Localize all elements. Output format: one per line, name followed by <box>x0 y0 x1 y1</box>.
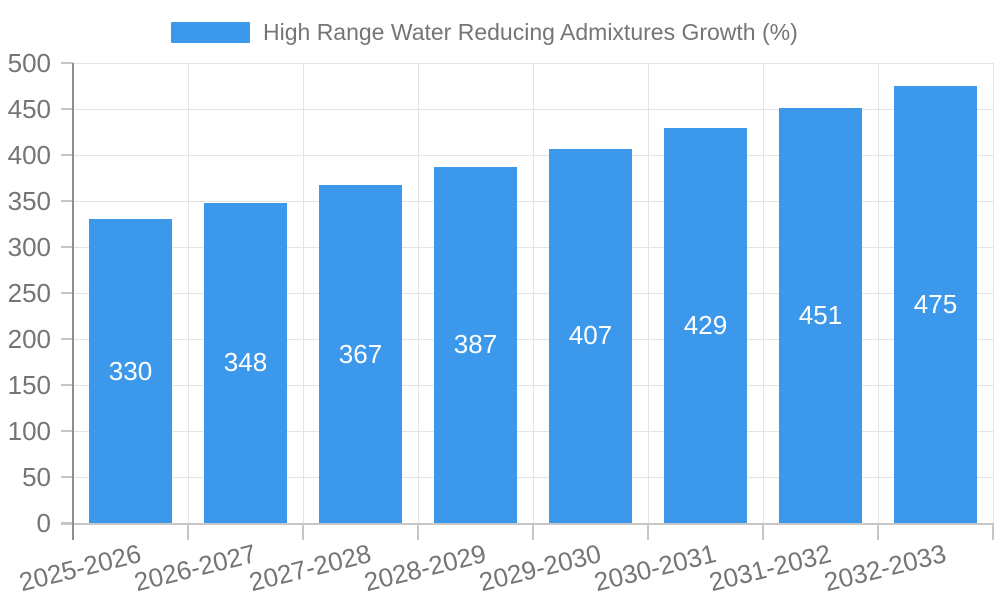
gridline-vertical <box>762 63 764 523</box>
x-axis-tick <box>187 523 189 540</box>
bar-value-label: 387 <box>453 329 498 360</box>
x-axis-tick <box>417 523 419 540</box>
y-axis-tick <box>61 292 73 294</box>
bar: 348 <box>204 202 287 523</box>
bar-value-label: 367 <box>338 338 383 369</box>
gridline-vertical <box>417 63 419 523</box>
y-tick-label: 250 <box>7 278 51 308</box>
x-axis-tick <box>762 523 764 540</box>
legend[interactable]: High Range Water Reducing Admixtures Gro… <box>171 17 798 48</box>
y-axis-tick <box>61 384 73 386</box>
gridline-vertical <box>532 63 534 523</box>
bar-value-label: 407 <box>568 320 613 351</box>
gridline-vertical <box>992 63 994 523</box>
y-axis-tick <box>61 338 73 340</box>
y-tick-label: 450 <box>7 94 51 124</box>
legend-swatch <box>171 22 250 43</box>
bar-value-label: 451 <box>798 300 843 331</box>
y-tick-label: 150 <box>7 370 51 400</box>
y-tick-label: 350 <box>7 186 51 216</box>
bar: 367 <box>319 185 402 523</box>
bar: 407 <box>549 148 632 523</box>
y-tick-label: 50 <box>22 462 51 492</box>
legend-label: High Range Water Reducing Admixtures Gro… <box>263 19 798 45</box>
y-tick-label: 0 <box>36 508 51 538</box>
gridline-vertical <box>877 63 879 523</box>
y-axis-tick <box>61 108 73 110</box>
y-tick-label: 500 <box>7 48 51 78</box>
y-axis-tick <box>61 200 73 202</box>
gridline-vertical <box>647 63 649 523</box>
y-axis-tick <box>61 522 73 524</box>
y-axis-tick <box>61 246 73 248</box>
y-axis-tick <box>61 62 73 64</box>
x-axis-tick <box>647 523 649 540</box>
gridline-vertical <box>187 63 189 523</box>
gridline-vertical <box>302 63 304 523</box>
x-axis-line <box>61 523 993 525</box>
bar: 387 <box>434 166 517 523</box>
y-tick-label: 300 <box>7 232 51 262</box>
y-tick-label: 400 <box>7 140 51 170</box>
x-axis-tick <box>532 523 534 540</box>
x-axis-tick <box>992 523 994 540</box>
bar-value-label: 475 <box>913 289 958 319</box>
y-tick-label: 100 <box>7 416 51 446</box>
y-tick-label: 200 <box>7 324 51 354</box>
x-axis-tick <box>877 523 879 540</box>
bar-value-label: 429 <box>683 310 728 341</box>
bar-value-label: 330 <box>108 355 153 386</box>
bar-value-label: 348 <box>223 347 268 378</box>
y-axis-tick <box>61 154 73 156</box>
y-axis-line <box>72 63 74 540</box>
x-axis-tick <box>302 523 304 540</box>
y-axis-tick <box>61 476 73 478</box>
bar: 330 <box>89 219 172 523</box>
bar: 475 <box>894 86 977 523</box>
bar: 429 <box>664 128 747 523</box>
bar: 451 <box>779 108 862 523</box>
y-axis-tick <box>61 430 73 432</box>
